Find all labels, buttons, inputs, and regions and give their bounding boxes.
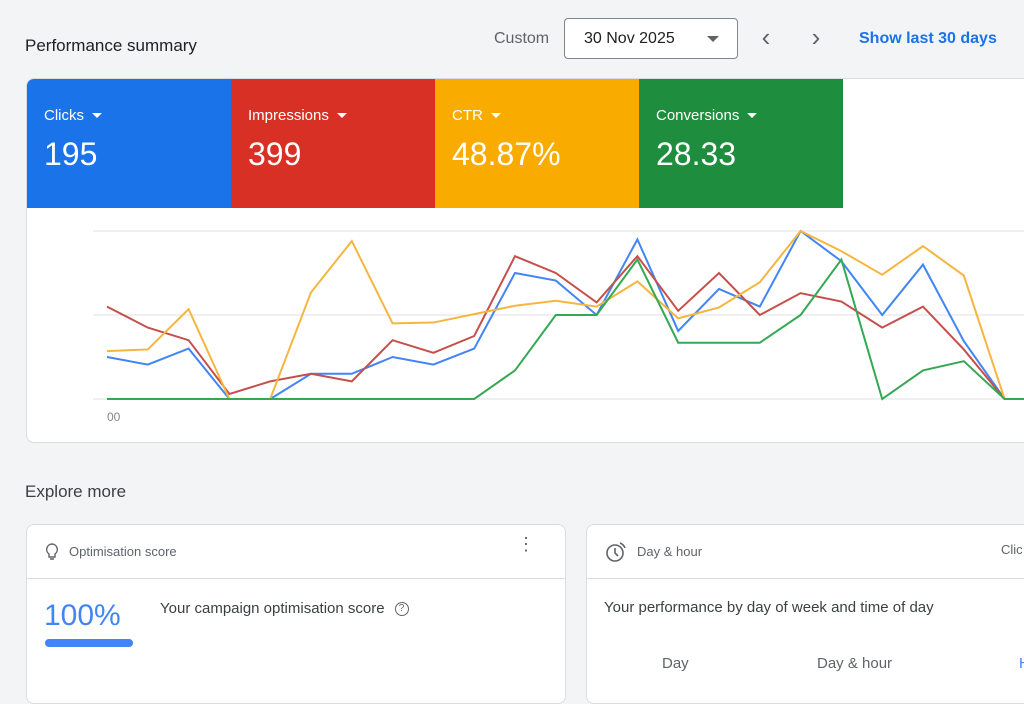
metric-value: 48.87% bbox=[452, 136, 561, 172]
metric-label: CTR bbox=[452, 107, 483, 124]
metric-tile-clicks[interactable]: Clicks 195 bbox=[27, 79, 231, 208]
metric-tile-impressions[interactable]: Impressions 399 bbox=[231, 79, 435, 208]
show-last-30-days-link[interactable]: Show last 30 days bbox=[859, 30, 997, 47]
metric-label: Clicks bbox=[44, 107, 84, 124]
metric-selector[interactable]: Clic bbox=[1001, 542, 1023, 557]
series-line-impressions bbox=[106, 254, 1024, 400]
x-tick-label: 00 bbox=[107, 410, 121, 424]
tab-hour[interactable]: H bbox=[1019, 655, 1024, 672]
metric-label: Impressions bbox=[248, 107, 329, 124]
caret-down-icon[interactable] bbox=[336, 113, 347, 118]
metric-label: Conversions bbox=[656, 107, 740, 124]
previous-period-button[interactable]: ‹ bbox=[761, 22, 771, 52]
metric-value: 28.33 bbox=[656, 136, 737, 172]
caret-down-icon[interactable] bbox=[92, 113, 102, 118]
next-period-button[interactable]: › bbox=[811, 22, 821, 52]
day-hour-card: Day & hour Clic Your performance by day … bbox=[586, 524, 1024, 704]
chevron-down-icon bbox=[707, 36, 719, 42]
tab-day-hour[interactable]: Day & hour bbox=[817, 655, 893, 672]
optimisation-score-card: Optimisation score ⋮ 100% Your campaign … bbox=[26, 524, 566, 704]
metric-value: 399 bbox=[248, 136, 302, 172]
metric-tile-ctr[interactable]: CTR 48.87% bbox=[435, 79, 639, 208]
page-title: Performance summary bbox=[25, 36, 197, 55]
tab-day[interactable]: Day bbox=[662, 655, 689, 672]
optimisation-header: Optimisation score bbox=[69, 544, 177, 559]
day-hour-header: Day & hour bbox=[637, 544, 703, 559]
day-hour-description: Your performance by day of week and time… bbox=[604, 599, 934, 616]
performance-chart: 00 bbox=[93, 229, 1024, 424]
range-label: Custom bbox=[494, 30, 550, 47]
caret-down-icon[interactable] bbox=[490, 113, 501, 118]
optimisation-score-value: 100% bbox=[44, 599, 121, 632]
more-options-icon[interactable]: ⋮ bbox=[517, 534, 535, 554]
optimisation-score-bar bbox=[45, 639, 133, 647]
clock-icon bbox=[606, 541, 626, 562]
performance-card: Clicks 195 Impressions 399 CTR 48.87% Conversi… bbox=[26, 78, 1024, 443]
caret-down-icon[interactable] bbox=[747, 113, 758, 118]
series-line-conversions bbox=[107, 257, 1024, 401]
optimisation-label: Your campaign optimisation score bbox=[160, 600, 385, 617]
date-value: 30 Nov 2025 bbox=[584, 29, 675, 47]
explore-more-title: Explore more bbox=[25, 482, 127, 501]
lightbulb-icon bbox=[45, 542, 59, 560]
help-icon[interactable]: ? bbox=[394, 601, 409, 616]
date-dropdown[interactable]: 30 Nov 2025 bbox=[564, 18, 738, 59]
metric-tile-conversions[interactable]: Conversions 28.33 bbox=[639, 79, 843, 208]
metric-value: 195 bbox=[44, 136, 98, 172]
